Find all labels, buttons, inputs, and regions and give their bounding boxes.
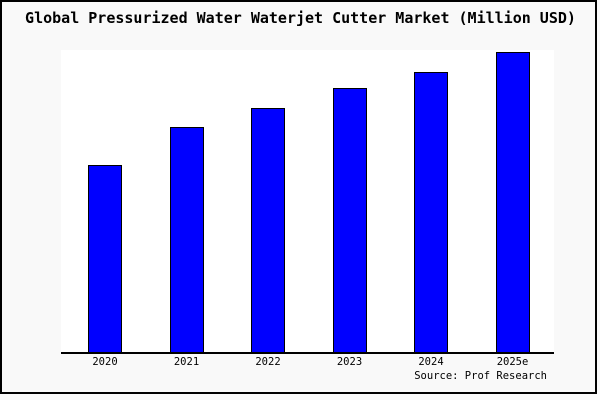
x-tick-2024: 2024 — [418, 356, 444, 368]
chart-title: Global Pressurized Water Waterjet Cutter… — [25, 9, 576, 27]
bar-2025e — [495, 52, 530, 352]
bar-2021 — [169, 127, 204, 352]
x-tick-row: 2020 2021 2022 2023 2024 2025e — [61, 356, 554, 370]
x-tick-2021: 2021 — [173, 356, 200, 368]
x-tick-2025e: 2025e — [496, 356, 529, 368]
source-label: Source: Prof Research — [414, 370, 547, 382]
plot-area — [61, 50, 554, 354]
bar-2020 — [88, 165, 122, 352]
bar-2024 — [414, 72, 448, 352]
x-tick-2023: 2023 — [336, 356, 363, 368]
bar-2022 — [251, 108, 285, 352]
x-tick-2020: 2020 — [92, 356, 118, 368]
x-tick-2022: 2022 — [255, 356, 281, 368]
bar-2023 — [332, 88, 367, 352]
